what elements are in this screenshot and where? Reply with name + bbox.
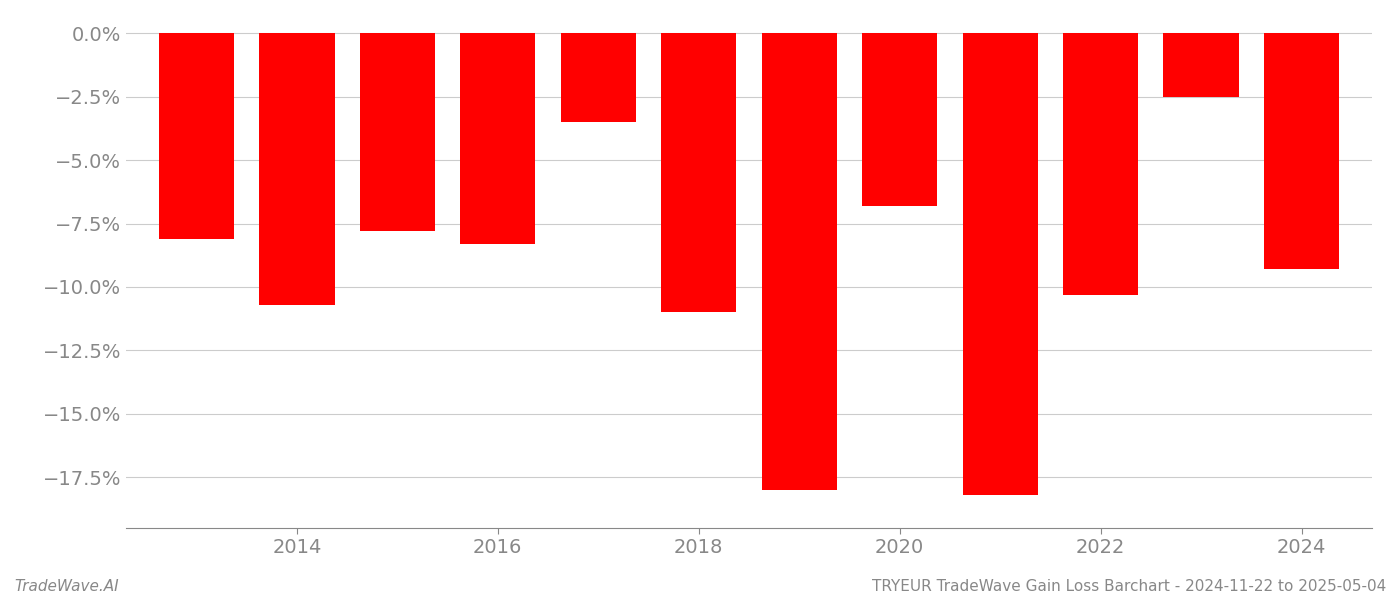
Text: TRYEUR TradeWave Gain Loss Barchart - 2024-11-22 to 2025-05-04: TRYEUR TradeWave Gain Loss Barchart - 20…	[872, 579, 1386, 594]
Bar	[461, 33, 535, 244]
Bar	[360, 33, 435, 231]
Bar	[259, 33, 335, 305]
Bar	[963, 33, 1037, 495]
Bar	[1063, 33, 1138, 295]
Bar	[862, 33, 938, 206]
Bar	[158, 33, 234, 239]
Bar	[661, 33, 736, 313]
Text: TradeWave.AI: TradeWave.AI	[14, 579, 119, 594]
Bar	[762, 33, 837, 490]
Bar	[1264, 33, 1340, 269]
Bar	[560, 33, 636, 122]
Bar	[1163, 33, 1239, 97]
